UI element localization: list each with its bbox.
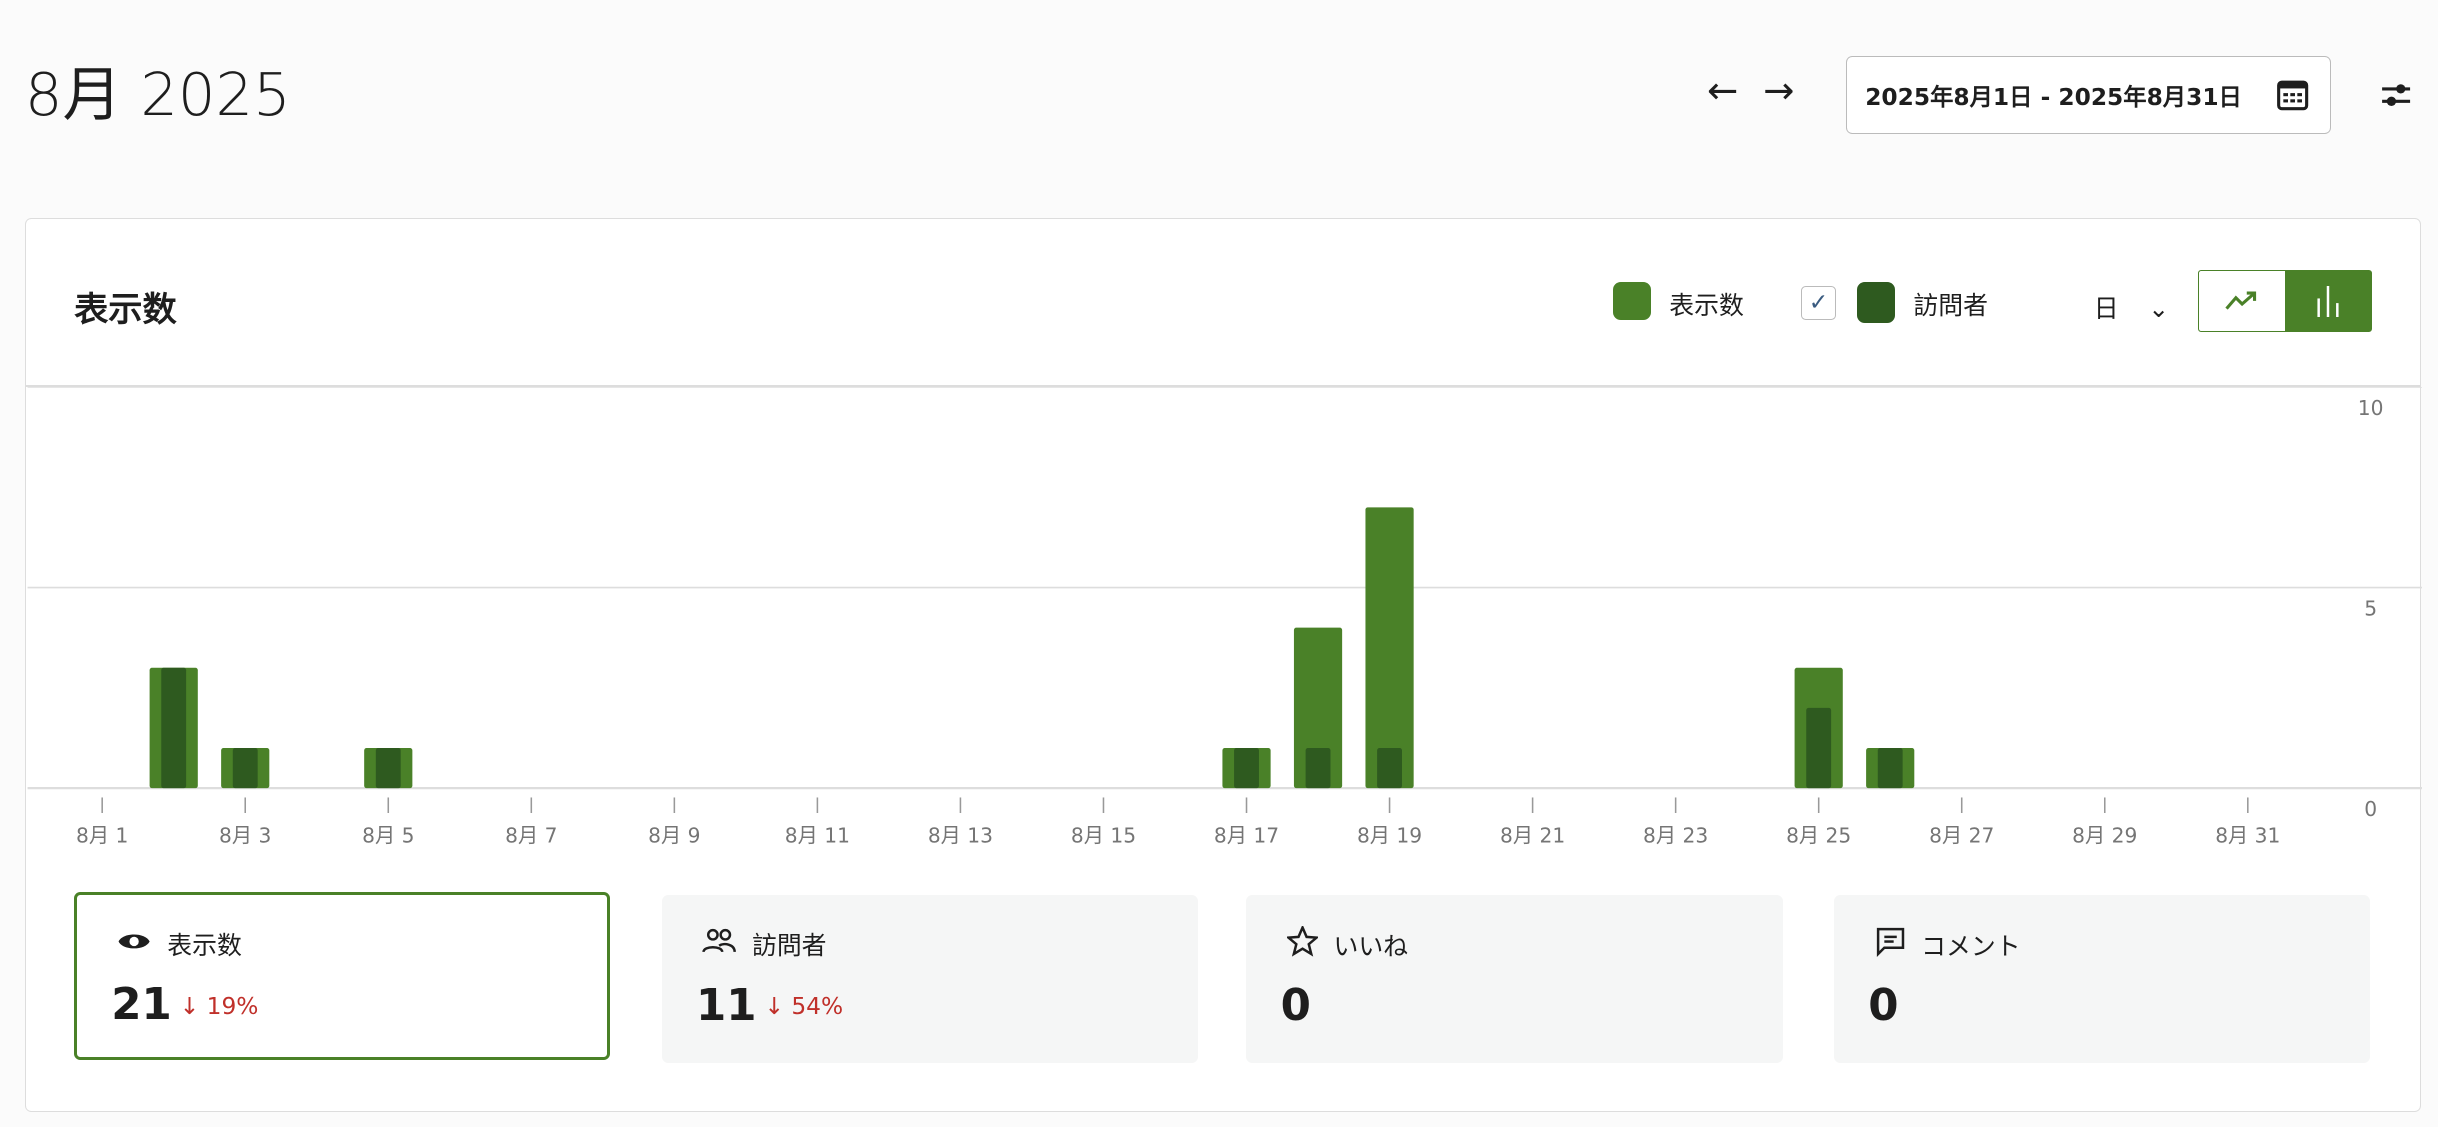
- people-icon: [702, 927, 737, 961]
- comment-icon: [1875, 926, 1906, 963]
- bar-visitors: [1376, 747, 1402, 788]
- legend-swatch-visitors: [1857, 282, 1895, 323]
- check-icon: ✓: [1808, 289, 1829, 317]
- stat-value: 21: [111, 980, 172, 1031]
- x-tick-label: 8月 29: [2072, 823, 2137, 847]
- period-select[interactable]: 日 ⌄: [2094, 289, 2169, 325]
- line-chart-button[interactable]: [2199, 271, 2285, 331]
- bar-visitors: [232, 747, 258, 788]
- x-tick-label: 8月 11: [785, 823, 850, 847]
- stat-label-text: 表示数: [167, 930, 242, 960]
- trending-up-icon: [2225, 291, 2256, 310]
- stat-label-text: コメント: [1921, 931, 2021, 961]
- stat-value: 11: [695, 980, 757, 1031]
- star-icon: [1285, 924, 1320, 963]
- x-tick-label: 8月 19: [1357, 823, 1422, 847]
- arrow-left-icon[interactable]: ←: [1707, 68, 1739, 113]
- x-tick-label: 8月 15: [1071, 823, 1136, 847]
- bar-visitors: [375, 747, 401, 788]
- x-tick-label: 8月 7: [505, 823, 557, 847]
- card-title: 表示数: [74, 289, 177, 330]
- stat-label: コメント: [1875, 926, 2021, 963]
- bar-views: [1293, 627, 1343, 788]
- x-tick-label: 8月 3: [219, 823, 271, 847]
- x-tick-label: 8月 27: [1929, 823, 1994, 847]
- y-tick-label: 0: [2364, 797, 2377, 821]
- x-tick-label: 8月 25: [1786, 823, 1851, 847]
- bar-views: [1365, 506, 1414, 788]
- bar-chart-icon: [2317, 285, 2339, 317]
- settings-sliders-icon[interactable]: [2379, 78, 2413, 112]
- legend-swatch-views: [1613, 282, 1651, 320]
- date-range-text: 2025年8月1日 - 2025年8月31日: [1865, 83, 2242, 111]
- x-tick-label: 8月 1: [76, 823, 128, 847]
- stat-card-comment[interactable]: コメント 0: [1834, 895, 2371, 1063]
- stat-value: 0: [1868, 980, 1899, 1031]
- x-tick-label: 8月 23: [1643, 823, 1708, 847]
- bar-visitors: [1806, 707, 1831, 788]
- page-title: 8月 2025: [24, 59, 291, 129]
- bar-chart: 0 5 10 8月 1 8月 3 8月 5 8月 7 8月 9 8月 11 8月 13 8月 15 8…: [27, 386, 2422, 847]
- eye-icon: [117, 929, 151, 960]
- stat-card-people[interactable]: 訪問者 11 ↓ 54%: [661, 895, 1199, 1063]
- stat-label: いいね: [1285, 924, 1409, 963]
- stat-card-eye[interactable]: 表示数 21 ↓ 19%: [74, 891, 611, 1060]
- visitors-checkbox[interactable]: ✓: [1801, 285, 1836, 320]
- bar-visitors: [161, 667, 187, 788]
- x-tick-label: 8月 31: [2215, 823, 2280, 847]
- stat-value: 0: [1280, 980, 1311, 1031]
- bar-visitors: [1233, 747, 1259, 788]
- calendar-icon: [2276, 80, 2308, 111]
- stat-label: 訪問者: [702, 926, 827, 962]
- y-tick-label: 5: [2364, 596, 2377, 620]
- period-value: 日: [2093, 293, 2119, 323]
- stat-change: ↓ 54%: [764, 992, 844, 1020]
- stat-label-text: いいね: [1333, 931, 1409, 961]
- x-tick-label: 8月 17: [1214, 823, 1279, 847]
- x-tick-label: 8月 13: [928, 823, 993, 847]
- stats-card: 表示数 表示数 ✓ 訪問者 日 ⌄ 0 5 10 8月 1 8月 3 8月 5 8月 7 8月…: [24, 217, 2422, 1112]
- y-tick-label: 10: [2358, 396, 2384, 420]
- chevron-down-icon: ⌄: [2148, 293, 2170, 323]
- x-tick-label: 8月 21: [1500, 823, 1565, 847]
- stat-label: 表示数: [117, 926, 242, 962]
- stat-change: ↓ 19%: [179, 992, 259, 1020]
- stat-card-star[interactable]: いいね 0: [1246, 895, 1783, 1063]
- legend-label-views: 表示数: [1669, 290, 1744, 320]
- x-tick-label: 8月 9: [648, 823, 700, 847]
- bar-visitors: [1877, 747, 1903, 788]
- arrow-right-icon[interactable]: →: [1763, 68, 1795, 113]
- stat-label-text: 訪問者: [751, 931, 827, 961]
- bar-chart-button[interactable]: [2284, 270, 2372, 332]
- legend-label-visitors: 訪問者: [1913, 290, 1988, 320]
- bar-visitors: [1305, 747, 1331, 788]
- date-range-picker[interactable]: 2025年8月1日 - 2025年8月31日: [1845, 55, 2331, 134]
- chart-type-toggle: [2197, 269, 2373, 333]
- x-tick-label: 8月 5: [362, 823, 414, 847]
